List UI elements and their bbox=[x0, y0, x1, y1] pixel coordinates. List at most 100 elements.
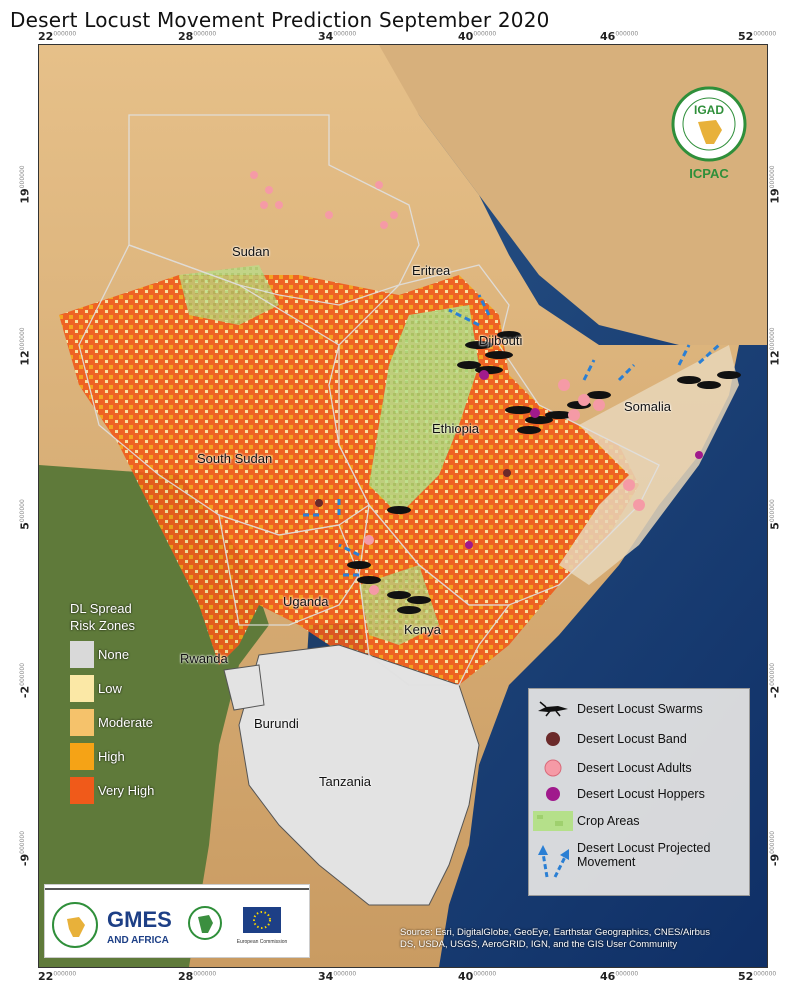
label-somalia: Somalia bbox=[624, 399, 671, 414]
risk-legend-heading-1: DL Spread bbox=[70, 601, 132, 616]
y-tick-right-2: 12000000 bbox=[768, 327, 782, 366]
risk-swatch-none bbox=[70, 641, 94, 668]
adults-dot-icon bbox=[529, 759, 577, 777]
arabian-peninsula bbox=[369, 45, 767, 345]
risk-swatch-very-high bbox=[70, 777, 94, 804]
partner-logos: GMES AND AFRICA European Commission bbox=[44, 884, 310, 958]
x-tick-bottom-2: 28000000 bbox=[178, 970, 217, 983]
crop-areas-kenya bbox=[359, 565, 439, 645]
x-tick-bottom-5: 46000000 bbox=[600, 970, 639, 983]
x-tick-top-5: 46000000 bbox=[600, 30, 639, 43]
gmes-logo: GMES AND AFRICA bbox=[107, 907, 172, 946]
x-tick-bottom-6: 52000000 bbox=[738, 970, 777, 983]
y-tick-left-2: 12000000 bbox=[18, 327, 32, 366]
legend-row-adults: Desert Locust Adults bbox=[529, 759, 692, 777]
risk-swatch-high bbox=[70, 743, 94, 770]
risk-swatch-moderate bbox=[70, 709, 94, 736]
risk-row-moderate: Moderate bbox=[70, 709, 154, 736]
risk-row-very-high: Very High bbox=[70, 777, 154, 804]
legend-label-adults: Desert Locust Adults bbox=[577, 761, 692, 775]
y-tick-right-4: -2000000 bbox=[768, 662, 782, 699]
hoppers-dot-icon bbox=[529, 786, 577, 802]
risk-row-none: None bbox=[70, 641, 154, 668]
x-tick-top-1: 22000000 bbox=[38, 30, 77, 43]
african-union-logo bbox=[188, 906, 222, 940]
legend-row-band: Desert Locust Band bbox=[529, 731, 687, 747]
map-frame bbox=[38, 44, 768, 968]
rwanda-burundi-area bbox=[223, 664, 265, 711]
svg-text:GMES: GMES bbox=[107, 907, 172, 932]
somalia-region bbox=[559, 345, 739, 585]
crop-areas-sudan bbox=[179, 265, 279, 325]
label-kenya: Kenya bbox=[404, 622, 441, 637]
legend-label-swarms: Desert Locust Swarms bbox=[577, 702, 703, 716]
legend-label-projected: Desert Locust Projected Movement bbox=[577, 841, 711, 869]
map-title: Desert Locust Movement Prediction Septem… bbox=[10, 8, 550, 32]
label-rwanda: Rwanda bbox=[180, 651, 228, 666]
swarm-cluster-somalia bbox=[677, 371, 741, 389]
igad-small-logo bbox=[52, 902, 98, 948]
eu-logo: European Commission bbox=[237, 907, 288, 945]
label-uganda: Uganda bbox=[283, 594, 329, 609]
risk-row-low: Low bbox=[70, 675, 154, 702]
source-credit: Source: Esri, DigitalGlobe, GeoEye, Eart… bbox=[400, 927, 710, 950]
legend-row-hoppers: Desert Locust Hoppers bbox=[529, 786, 705, 802]
svg-text:AND AFRICA: AND AFRICA bbox=[107, 935, 169, 946]
legend-label-hoppers: Desert Locust Hoppers bbox=[577, 787, 705, 801]
swarm-cluster-kenya bbox=[347, 506, 431, 614]
risk-zones bbox=[59, 275, 639, 685]
y-tick-left-1: 19000000 bbox=[18, 165, 32, 204]
y-tick-left-5: -9000000 bbox=[18, 830, 32, 867]
svg-text:European Commission: European Commission bbox=[237, 939, 288, 945]
map-canvas bbox=[39, 45, 767, 967]
label-south-sudan: South Sudan bbox=[197, 451, 273, 466]
risk-legend-heading-2: Risk Zones bbox=[70, 618, 136, 633]
label-ethiopia: Ethiopia bbox=[432, 421, 479, 436]
label-eritrea: Eritrea bbox=[412, 263, 451, 278]
x-tick-bottom-3: 34000000 bbox=[318, 970, 357, 983]
crop-swatch-icon bbox=[529, 811, 577, 831]
symbol-legend: Desert Locust Swarms Desert Locust Band … bbox=[528, 688, 750, 896]
risk-label-none: None bbox=[98, 647, 130, 662]
x-tick-top-4: 40000000 bbox=[458, 30, 497, 43]
legend-label-band: Desert Locust Band bbox=[577, 732, 687, 746]
label-djibouti: Djibouti bbox=[479, 333, 523, 348]
crop-areas-ethiopia bbox=[369, 305, 479, 515]
risk-swatch-low bbox=[70, 675, 94, 702]
risk-label-high: High bbox=[98, 749, 125, 764]
legend-row-projected: Desert Locust Projected Movement bbox=[529, 841, 710, 881]
risk-label-very-high: Very High bbox=[98, 783, 155, 798]
svg-text:ICPAC: ICPAC bbox=[689, 166, 729, 181]
legend-row-crop: Crop Areas bbox=[529, 811, 640, 831]
risk-label-low: Low bbox=[98, 681, 122, 696]
x-tick-top-3: 34000000 bbox=[318, 30, 357, 43]
risk-row-high: High bbox=[70, 743, 154, 770]
y-tick-right-1: 19000000 bbox=[768, 165, 782, 204]
svg-text:IGAD: IGAD bbox=[694, 103, 724, 117]
x-tick-bottom-1: 22000000 bbox=[38, 970, 77, 983]
hopper-markers bbox=[465, 370, 703, 549]
swarm-markers bbox=[347, 331, 741, 614]
x-tick-top-2: 28000000 bbox=[178, 30, 217, 43]
igad-logo: IGAD ICPAC bbox=[671, 86, 747, 181]
swarm-cluster-ethiopia-east bbox=[505, 391, 611, 434]
legend-label-crop: Crop Areas bbox=[577, 814, 640, 828]
adult-markers bbox=[250, 171, 645, 595]
y-tick-left-3: 5000000 bbox=[18, 499, 32, 530]
swarm-cluster-djibouti bbox=[457, 331, 521, 374]
projected-arrow-icon bbox=[529, 841, 577, 881]
y-tick-right-5: -9000000 bbox=[768, 830, 782, 867]
tanzania-area bbox=[238, 644, 480, 906]
projected-movement-arrows bbox=[299, 294, 721, 577]
label-sudan: Sudan bbox=[232, 244, 270, 259]
label-burundi: Burundi bbox=[254, 716, 299, 731]
y-tick-left-4: -2000000 bbox=[18, 662, 32, 699]
risk-label-moderate: Moderate bbox=[98, 715, 153, 730]
band-dot-icon bbox=[529, 731, 577, 747]
label-tanzania: Tanzania bbox=[319, 774, 372, 789]
x-tick-top-6: 52000000 bbox=[738, 30, 777, 43]
y-tick-right-3: 5000000 bbox=[768, 499, 782, 530]
risk-zone-legend: DL Spread Risk Zones None Low Moderate H… bbox=[70, 600, 154, 804]
locust-swarm-icon bbox=[529, 701, 577, 717]
x-tick-bottom-4: 40000000 bbox=[458, 970, 497, 983]
